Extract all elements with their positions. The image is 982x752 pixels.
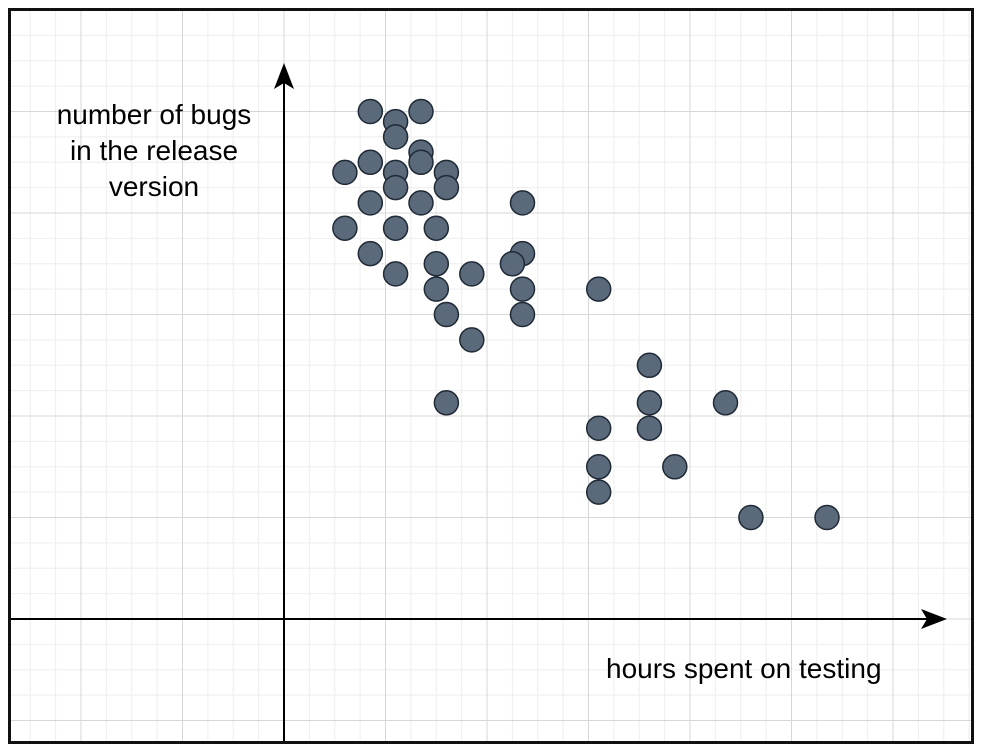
data-point — [585, 276, 612, 302]
data-point — [332, 215, 358, 241]
data-point — [499, 251, 526, 277]
data-point — [423, 215, 450, 241]
data-point — [636, 352, 663, 379]
data-point — [636, 415, 663, 441]
y-axis-label-line-2: in the release — [69, 135, 239, 166]
data-point — [332, 159, 358, 186]
data-point — [738, 504, 764, 531]
data-point — [585, 415, 612, 441]
data-point — [408, 98, 434, 125]
data-point — [423, 251, 450, 277]
data-point — [509, 301, 536, 328]
data-point — [433, 174, 460, 201]
data-point — [433, 301, 460, 328]
data-point — [509, 276, 536, 302]
data-point — [585, 479, 612, 505]
data-point — [382, 124, 409, 150]
y-axis-arrowhead — [274, 63, 294, 89]
data-point — [636, 390, 663, 416]
y-axis-label-line-3: version — [108, 171, 200, 202]
data-point — [433, 390, 460, 416]
data-point — [423, 276, 450, 302]
data-point — [585, 454, 612, 480]
data-point — [509, 190, 536, 216]
data-point — [459, 261, 485, 287]
data-point — [408, 190, 434, 216]
data-point — [662, 454, 688, 480]
data-point — [459, 327, 485, 353]
data-point — [382, 215, 409, 241]
y-axis-label: number of bugs in the release version — [33, 97, 275, 205]
x-axis-label: hours spent on testing — [606, 653, 882, 684]
data-point — [382, 261, 409, 287]
data-points — [332, 98, 840, 531]
data-point — [357, 149, 384, 176]
data-point — [357, 98, 384, 125]
chart-frame: number of bugs in the release version ho… — [8, 8, 974, 744]
data-point — [814, 504, 840, 531]
scatter-plot — [11, 11, 971, 741]
data-point — [712, 390, 739, 416]
data-point — [382, 174, 409, 201]
x-axis-arrowhead — [921, 609, 947, 629]
data-point — [357, 240, 384, 267]
y-axis-label-line-1: number of bugs — [56, 99, 252, 130]
data-point — [408, 149, 434, 176]
data-point — [357, 190, 384, 216]
